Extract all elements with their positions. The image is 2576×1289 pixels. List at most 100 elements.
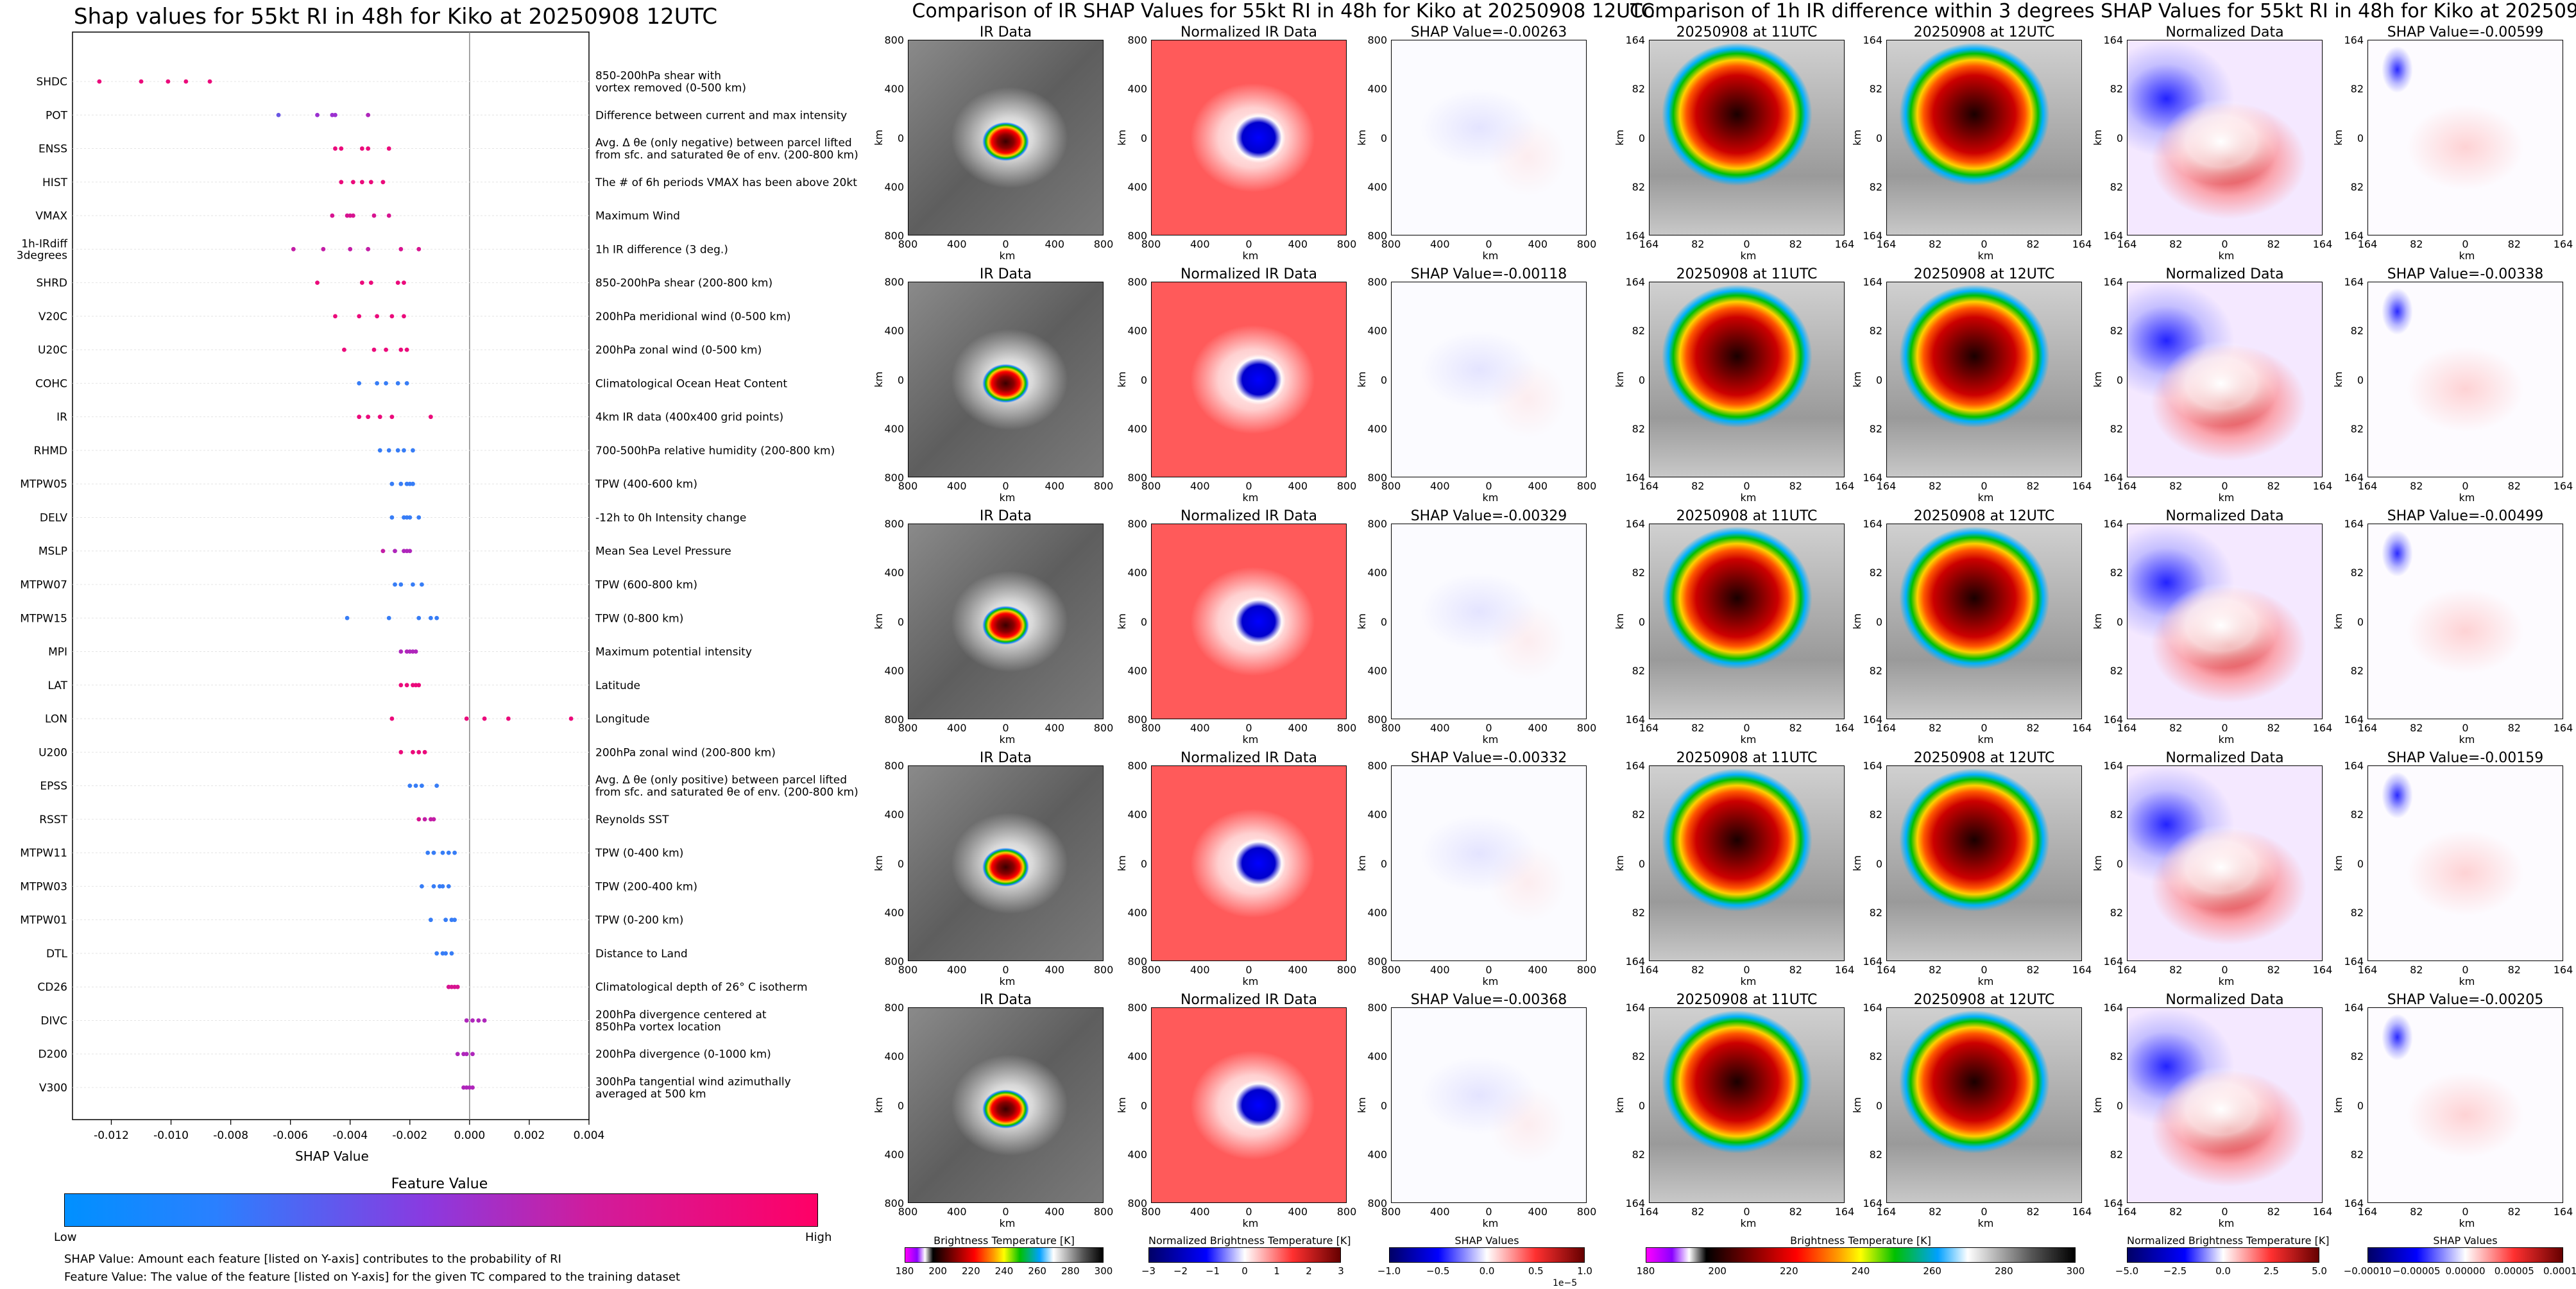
ir-x-tick: 800 xyxy=(1576,238,1597,250)
diff-x-axis-label: km xyxy=(1740,1217,1757,1229)
diff-x-axis-label: km xyxy=(1740,733,1757,746)
ir-subplot-title: IR Data xyxy=(979,266,1032,282)
ir-x-tick: 800 xyxy=(1381,1206,1401,1218)
ir-x-tick: 800 xyxy=(1336,1206,1357,1218)
diff-y-tick: 164 xyxy=(2103,276,2123,288)
ir-subplot-title: IR Data xyxy=(979,508,1032,524)
ir-x-tick: 800 xyxy=(1093,964,1114,976)
diff-x-axis-label: km xyxy=(2218,975,2235,987)
ir-y-tick: 400 xyxy=(884,906,904,919)
ir-y-axis-label: km xyxy=(1355,613,1368,629)
ir-x-tick: 400 xyxy=(1528,722,1548,734)
diff-x-tick: 164 xyxy=(2357,1206,2378,1218)
diff-y-tick: 0 xyxy=(2357,132,2364,144)
colorbar-tick: 1.0 xyxy=(1577,1265,1592,1277)
ir-y-tick: 400 xyxy=(884,808,904,821)
diff-x-tick: 82 xyxy=(2410,238,2423,250)
diff-subplot-title: 20250908 at 12UTC xyxy=(1913,750,2055,766)
feature-description-label: Reynolds SST xyxy=(595,814,669,826)
shap-point xyxy=(404,649,409,654)
shap-point xyxy=(333,112,337,117)
x-tick-label: -0.004 xyxy=(332,1129,368,1142)
diff-y-tick: 164 xyxy=(2344,518,2364,530)
feature-name-label: POT xyxy=(46,109,68,122)
feature-description-label: Climatological Ocean Heat Content xyxy=(595,377,787,390)
diff-x-tick: 82 xyxy=(1929,238,1942,250)
ir-x-tick: 0 xyxy=(1002,238,1009,250)
ir-subplot-title: Normalized IR Data xyxy=(1180,750,1318,766)
shap-point xyxy=(411,649,415,654)
shap-point xyxy=(420,884,424,889)
colorbar-strip xyxy=(2127,1247,2319,1263)
shap-point xyxy=(395,381,400,386)
shap-point xyxy=(428,414,433,420)
diff-subplot-title: SHAP Value=-0.00205 xyxy=(2387,992,2544,1008)
diff-x-tick: 164 xyxy=(2553,1206,2573,1218)
ir-x-tick: 800 xyxy=(1381,238,1401,250)
feature-name-label: SHRD xyxy=(37,277,67,290)
shap-point xyxy=(359,180,364,185)
ir-y-tick: 0 xyxy=(897,1099,904,1112)
shap-point xyxy=(330,112,335,117)
shap-point xyxy=(395,280,400,285)
ir-y-tick: 400 xyxy=(1127,422,1147,435)
diff-image-panel xyxy=(2127,282,2323,477)
diff-y-tick: 82 xyxy=(2350,422,2364,435)
diff-y-axis-label: km xyxy=(2091,371,2104,388)
diff-subplot-title: SHAP Value=-0.00159 xyxy=(2387,750,2544,766)
shap-point xyxy=(455,984,460,989)
feature-description-label: Climatological depth of 26° C isotherm xyxy=(595,981,808,994)
ir-y-tick: 800 xyxy=(1367,713,1387,726)
diff-y-tick: 82 xyxy=(2350,1148,2364,1161)
ir-image-panel xyxy=(908,524,1104,719)
diff-x-tick: 164 xyxy=(2312,238,2333,250)
diff-y-axis-label: km xyxy=(2091,129,2104,146)
diff-x-tick: 0 xyxy=(2462,238,2469,250)
ir-y-tick: 400 xyxy=(884,567,904,579)
feature-name-label: EPSS xyxy=(40,780,67,793)
diff-y-axis-label: km xyxy=(1613,129,1626,146)
diff-y-tick: 164 xyxy=(2103,230,2123,242)
ir-y-tick: 400 xyxy=(1127,906,1147,919)
diff-image-panel xyxy=(2367,1007,2563,1203)
colorbar-label: SHAP Values xyxy=(1454,1234,1519,1247)
ir-x-tick: 800 xyxy=(1093,480,1114,492)
ir-y-tick: 800 xyxy=(1127,472,1147,484)
ir-x-tick: 800 xyxy=(1141,722,1161,734)
ir-image-panel xyxy=(1151,282,1347,477)
colorbar-tick: 280 xyxy=(1061,1265,1080,1277)
ir-x-tick: 400 xyxy=(1429,1206,1450,1218)
diff-y-axis-label: km xyxy=(1613,1097,1626,1113)
ir-x-tick: 400 xyxy=(1045,964,1065,976)
shap-point xyxy=(366,112,371,117)
colorbar-label: Normalized Brightness Temperature [K] xyxy=(1148,1234,1351,1247)
ir-x-tick: 400 xyxy=(1045,722,1065,734)
shap-point xyxy=(207,79,212,84)
ir-image-panel xyxy=(908,282,1104,477)
diff-x-tick: 0 xyxy=(1743,238,1750,250)
diff-y-tick: 82 xyxy=(2350,180,2364,193)
shap-point xyxy=(375,314,380,319)
diff-subplot-title: SHAP Value=-0.00599 xyxy=(2387,24,2544,40)
colorbar-tick: 3 xyxy=(1338,1265,1344,1277)
diff-subplot-title: Normalized Data xyxy=(2165,24,2284,40)
diff-image-panel xyxy=(1649,1007,1845,1203)
diff-y-tick: 82 xyxy=(2350,83,2364,96)
feature-description-label: TPW (0-200 km) xyxy=(595,914,683,927)
feature-name-label: MTPW15 xyxy=(20,612,67,625)
diff-x-tick: 82 xyxy=(2267,238,2280,250)
diff-image-panel xyxy=(2127,40,2323,235)
shap-point xyxy=(404,481,409,486)
shap-point xyxy=(464,1052,469,1057)
diff-x-tick: 164 xyxy=(1876,238,1897,250)
shap-point xyxy=(395,448,400,453)
ir-x-tick: 800 xyxy=(1576,480,1597,492)
ir-y-tick: 400 xyxy=(1127,325,1147,337)
diff-subplot-title: 20250908 at 12UTC xyxy=(1913,24,2055,40)
feature-description-label: from sfc. and saturated θe of env. (200-… xyxy=(595,149,858,162)
diff-y-axis-label: km xyxy=(1613,371,1626,388)
ir-x-tick: 400 xyxy=(1429,722,1450,734)
diff-x-axis-label: km xyxy=(1977,733,1994,746)
shap-point xyxy=(371,213,377,218)
shap-point xyxy=(139,79,144,84)
